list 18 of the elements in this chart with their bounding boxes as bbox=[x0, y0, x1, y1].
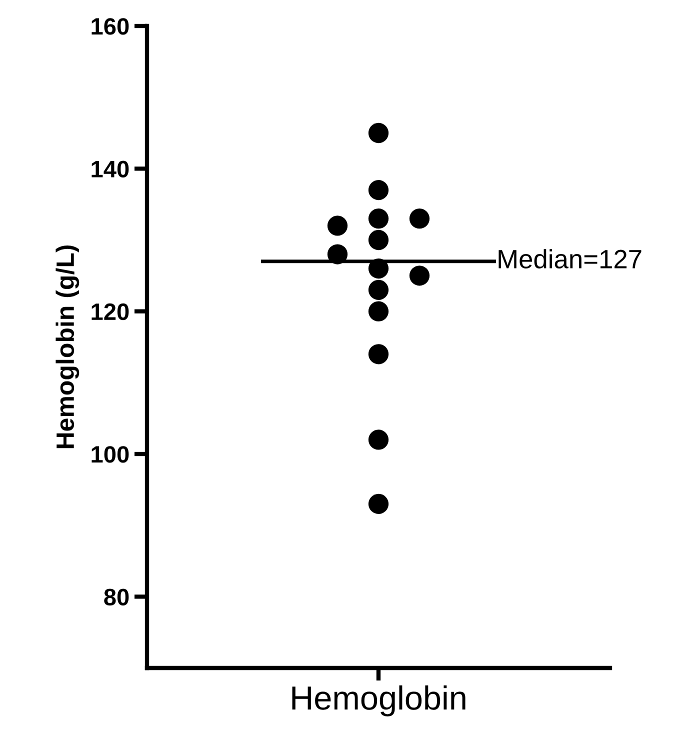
x-tick-label: Hemoglobin bbox=[292, 685, 466, 716]
y-tick-label: 160 bbox=[92, 18, 129, 35]
y-tick-label: 140 bbox=[92, 160, 129, 178]
point bbox=[368, 180, 389, 200]
point bbox=[368, 122, 389, 144]
y-axis-title: Hemoglobin (g/L) bbox=[56, 245, 80, 448]
point bbox=[368, 494, 389, 514]
ref-line-label: Median=127 bbox=[498, 249, 642, 268]
point bbox=[368, 208, 389, 229]
point bbox=[368, 280, 389, 300]
point bbox=[368, 344, 389, 364]
y-tick-label: 120 bbox=[92, 303, 129, 320]
point bbox=[368, 301, 389, 322]
y-tick-label: 80 bbox=[104, 588, 129, 606]
point bbox=[368, 430, 389, 450]
point bbox=[368, 258, 389, 279]
point bbox=[368, 230, 389, 250]
y-tick-label: 100 bbox=[92, 446, 129, 463]
